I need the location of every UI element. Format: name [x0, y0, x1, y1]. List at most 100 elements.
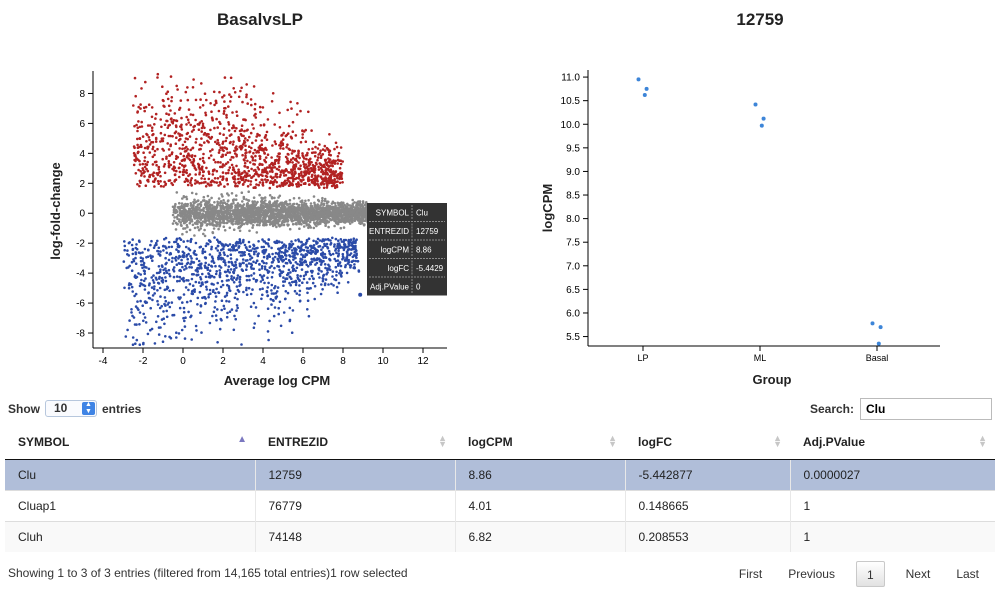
ma-point-up — [167, 104, 171, 108]
ma-point-down — [331, 270, 335, 273]
ma-point-up — [163, 163, 167, 166]
ma-point-up — [289, 158, 293, 161]
ma-point-down — [324, 255, 327, 259]
ma-point-down — [346, 245, 350, 248]
ma-point-notsig — [235, 194, 238, 197]
ma-point-up — [135, 123, 138, 127]
ma-point-notsig — [230, 192, 234, 195]
ma-point-down — [341, 255, 345, 258]
ma-point-down — [131, 343, 135, 347]
ma-point-down — [232, 281, 236, 284]
ma-point-notsig — [304, 199, 307, 203]
ma-point-up — [252, 127, 255, 130]
ma-point-up — [311, 163, 315, 167]
ma-point-down — [173, 257, 177, 260]
ma-point-down — [337, 281, 341, 285]
ma-point-down — [165, 261, 168, 265]
ma-plot-points[interactable] — [122, 72, 394, 347]
ma-point-down — [354, 259, 358, 263]
ma-point-down — [298, 278, 301, 282]
ma-point-down — [225, 294, 229, 297]
ma-point-down — [315, 261, 319, 265]
ma-point-up — [203, 126, 206, 130]
ma-point-down — [192, 289, 195, 292]
ma-point-up — [187, 121, 191, 124]
ma-point-notsig — [230, 205, 234, 208]
ma-point-notsig — [265, 209, 269, 212]
ma-point-up — [186, 118, 190, 121]
ma-point-selected[interactable] — [358, 292, 363, 297]
ma-point-up — [305, 165, 309, 169]
ma-point-up — [221, 140, 225, 144]
ma-point-down — [263, 240, 267, 243]
ma-point-notsig — [286, 214, 290, 218]
ma-point-up — [231, 126, 234, 130]
ma-point-down — [183, 319, 186, 323]
ma-point-down — [302, 277, 306, 281]
ma-point-down — [201, 251, 204, 255]
ma-point-up — [319, 175, 323, 178]
ma-point-up — [321, 172, 325, 176]
ma-point-up — [143, 146, 147, 150]
ma-point-down — [148, 297, 152, 300]
ma-point-up — [325, 181, 328, 185]
ma-point-notsig — [193, 213, 196, 217]
ma-point-up — [173, 173, 177, 176]
ma-point-down — [142, 312, 145, 316]
ma-point-up — [233, 170, 236, 174]
ma-point-down — [260, 245, 264, 249]
ma-point-notsig — [325, 213, 329, 217]
ma-point-down — [353, 250, 357, 254]
ma-point-up — [190, 177, 193, 180]
ma-point-notsig — [323, 197, 327, 201]
ma-point-up — [264, 133, 268, 137]
ma-point-down — [275, 239, 279, 243]
ma-point-up — [132, 163, 136, 167]
ma-point-down — [282, 280, 285, 283]
ma-point-up — [227, 105, 230, 108]
ma-point-up — [156, 147, 159, 151]
ma-point-notsig — [273, 196, 276, 200]
ma-point-up — [310, 129, 313, 132]
ma-point-up — [216, 138, 219, 142]
ma-point-up — [297, 161, 300, 164]
ma-point-down — [203, 250, 207, 254]
ma-point-down — [283, 251, 287, 255]
ma-point-up — [297, 154, 300, 157]
ma-point-down — [340, 271, 344, 275]
ma-point-notsig — [318, 210, 322, 213]
ma-point-up — [244, 178, 248, 182]
ma-point-notsig — [236, 210, 240, 213]
ma-point-notsig — [246, 202, 249, 205]
ma-point-down — [204, 256, 208, 259]
ma-point-up — [219, 182, 222, 186]
ma-point-down — [316, 237, 320, 241]
ma-point-down — [154, 241, 158, 245]
ma-point-down — [261, 287, 264, 290]
ma-point-notsig — [295, 217, 298, 220]
ma-point-up — [232, 166, 235, 169]
ma-point-down — [296, 276, 300, 279]
ma-point-down — [334, 265, 338, 269]
ma-point-notsig — [217, 209, 221, 213]
ma-point-down — [321, 288, 324, 291]
ma-point-down — [140, 263, 143, 267]
ma-point-notsig — [234, 222, 237, 225]
ma-point-notsig — [192, 202, 196, 205]
ma-point-down — [334, 249, 337, 252]
ma-point-down — [261, 259, 264, 263]
ma-point-notsig — [320, 212, 324, 216]
ma-point-down — [293, 249, 297, 252]
ma-point-notsig — [299, 212, 303, 215]
ma-point-up — [266, 178, 270, 182]
ma-point-down — [131, 252, 135, 256]
ma-point-notsig — [292, 197, 296, 200]
ma-point-down — [228, 243, 232, 246]
ma-point-up — [239, 89, 242, 93]
ma-point-notsig — [295, 202, 299, 206]
ma-point-up — [138, 145, 141, 149]
ma-point-down — [344, 264, 348, 267]
ma-point-down — [189, 299, 192, 303]
ma-point-notsig — [306, 211, 310, 214]
